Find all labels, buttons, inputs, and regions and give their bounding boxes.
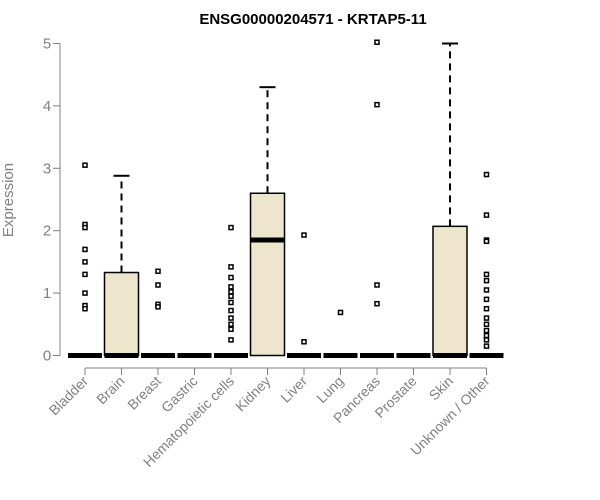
outlier-point bbox=[483, 305, 490, 312]
box-group bbox=[323, 309, 358, 358]
outlier-point bbox=[155, 268, 161, 275]
x-tick-label: Kidney bbox=[232, 373, 274, 415]
outlier-point bbox=[483, 332, 490, 339]
box-group bbox=[287, 232, 321, 358]
y-tick-label: 2 bbox=[43, 223, 51, 240]
x-tick-label: Lung bbox=[313, 373, 346, 406]
outlier-point bbox=[483, 315, 490, 321]
outlier-point bbox=[82, 162, 88, 168]
outlier-point bbox=[82, 305, 88, 312]
outlier-point bbox=[228, 284, 234, 290]
y-tick-label: 1 bbox=[43, 285, 51, 302]
outlier-point bbox=[374, 282, 380, 288]
chart-title: ENSG00000204571 - KRTAP5-11 bbox=[199, 11, 426, 28]
x-tick-label: Brain bbox=[93, 373, 127, 407]
outlier-point bbox=[483, 343, 490, 349]
box-group bbox=[214, 224, 248, 358]
y-tick-label: 3 bbox=[43, 160, 51, 177]
y-tick-label: 5 bbox=[43, 36, 51, 53]
y-tick-label: 4 bbox=[43, 98, 51, 115]
y-axis-label: Expression bbox=[0, 163, 17, 237]
box bbox=[432, 225, 468, 357]
outlier-point bbox=[228, 337, 234, 343]
outlier-point bbox=[228, 293, 234, 299]
outlier-point bbox=[228, 299, 234, 306]
outlier-point bbox=[301, 339, 307, 345]
outlier-point bbox=[228, 315, 234, 321]
outlier-point bbox=[228, 264, 234, 270]
outlier-point bbox=[228, 307, 234, 314]
outlier-point bbox=[483, 321, 490, 328]
box-group bbox=[103, 174, 140, 358]
x-tick-label: Skin bbox=[426, 373, 457, 404]
box-group bbox=[141, 268, 175, 358]
outlier-point bbox=[374, 101, 380, 108]
outlier-point bbox=[228, 321, 234, 328]
outlier-point bbox=[228, 224, 234, 231]
outlier-point bbox=[483, 171, 490, 178]
outlier-point bbox=[228, 274, 234, 281]
outlier-point bbox=[155, 304, 161, 310]
outlier-point bbox=[155, 282, 161, 288]
outlier-point bbox=[82, 246, 88, 253]
outlier-point bbox=[483, 277, 490, 284]
box bbox=[249, 192, 286, 357]
outlier-point bbox=[483, 238, 490, 245]
box-group bbox=[68, 162, 102, 358]
outlier-point bbox=[483, 337, 490, 343]
plot-area bbox=[68, 39, 504, 358]
box-group bbox=[469, 171, 504, 358]
outlier-point bbox=[228, 326, 234, 333]
y-axis: 0 1 2 3 4 5 bbox=[43, 36, 61, 365]
outlier-point bbox=[82, 259, 88, 265]
outlier-point bbox=[483, 296, 490, 303]
outlier-point bbox=[228, 289, 234, 295]
outlier-point bbox=[82, 271, 88, 278]
x-tick-label: Liver bbox=[277, 373, 310, 406]
y-tick-label: 0 bbox=[43, 348, 51, 365]
outlier-point bbox=[483, 212, 490, 218]
box-group bbox=[249, 86, 286, 357]
outlier-point bbox=[483, 271, 490, 278]
box-group bbox=[360, 39, 394, 358]
outlier-point bbox=[483, 287, 490, 293]
outlier-point bbox=[337, 309, 344, 316]
box-group bbox=[432, 42, 468, 358]
x-tick-label: Bladder bbox=[46, 373, 92, 419]
outlier-point bbox=[301, 232, 307, 238]
box bbox=[103, 271, 140, 357]
outlier-point bbox=[82, 224, 88, 231]
outlier-point bbox=[374, 39, 380, 46]
x-tick-label: Breast bbox=[124, 373, 164, 413]
outlier-point bbox=[374, 300, 380, 307]
outlier-point bbox=[483, 327, 490, 334]
outlier-point bbox=[82, 290, 88, 296]
